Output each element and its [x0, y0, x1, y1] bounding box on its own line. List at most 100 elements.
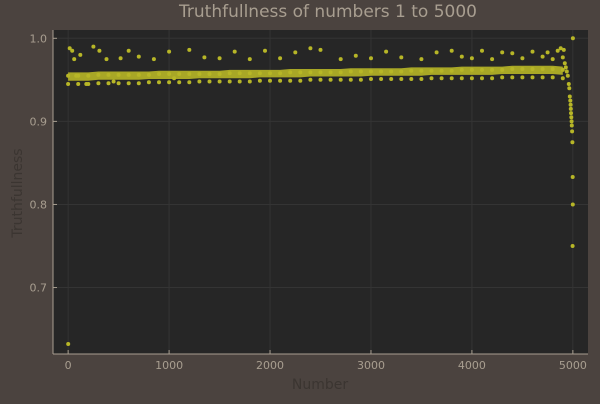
data-point — [172, 76, 177, 81]
data-point — [570, 202, 575, 207]
y-axis-label: Truthfullness — [10, 148, 26, 238]
data-point — [146, 80, 151, 85]
data-point — [104, 57, 109, 62]
data-point — [530, 49, 535, 54]
data-point — [369, 77, 373, 81]
data-point — [263, 48, 267, 53]
data-point — [570, 129, 575, 134]
data-point — [72, 57, 77, 62]
data-point — [217, 56, 222, 61]
data-point — [126, 81, 131, 86]
data-point — [500, 67, 505, 72]
data-point — [480, 67, 484, 72]
data-point — [490, 67, 495, 72]
axes: 0 1000 2000 3000 4000 5000 0.7 0.8 0.9 1.0 — [30, 30, 588, 372]
data-point — [570, 36, 575, 41]
x-tick-label: 1000 — [155, 359, 183, 372]
data-point — [569, 115, 574, 120]
data-point — [449, 76, 454, 81]
data-point — [530, 75, 535, 80]
data-point — [187, 72, 192, 76]
data-point — [540, 67, 545, 71]
data-point — [358, 69, 363, 74]
data-point — [288, 78, 293, 83]
data-point — [86, 73, 91, 78]
data-point — [358, 77, 363, 82]
data-point — [278, 78, 283, 83]
y-tick-label: 1.0 — [30, 32, 48, 45]
data-point — [136, 54, 141, 59]
data-point — [429, 68, 434, 73]
data-point — [136, 72, 141, 77]
data-point — [288, 70, 293, 75]
data-point — [459, 54, 464, 59]
data-point — [439, 68, 444, 73]
data-point — [560, 55, 565, 60]
data-point — [409, 68, 414, 73]
data-point — [237, 71, 242, 76]
data-point — [116, 72, 121, 77]
data-point — [567, 86, 572, 91]
data-point — [106, 72, 111, 77]
data-point — [419, 77, 424, 81]
data-point — [459, 67, 464, 72]
data-point — [399, 55, 404, 60]
data-point — [520, 75, 525, 80]
data-point — [67, 46, 72, 51]
data-point — [568, 98, 573, 103]
data-point — [76, 82, 81, 86]
data-point — [434, 50, 439, 55]
data-point — [389, 77, 394, 81]
data-point — [419, 68, 424, 73]
data-point — [257, 78, 262, 83]
data-point — [126, 48, 131, 53]
data-point — [217, 79, 222, 84]
data-point — [568, 102, 573, 107]
data-point — [278, 56, 283, 61]
data-point — [318, 47, 323, 52]
data-point — [197, 72, 202, 76]
data-point — [540, 54, 545, 59]
data-point — [126, 72, 131, 77]
data-point — [66, 82, 71, 86]
data-point — [469, 67, 474, 72]
data-point — [399, 69, 404, 74]
data-point — [338, 70, 343, 75]
data-point — [151, 57, 156, 62]
data-point — [338, 77, 343, 82]
data-point — [167, 49, 172, 54]
data-point — [389, 69, 394, 74]
data-point — [561, 47, 566, 52]
data-point — [490, 57, 495, 62]
data-point — [379, 69, 384, 74]
data-point — [111, 79, 116, 84]
data-point — [565, 73, 570, 78]
plot-area — [53, 30, 588, 354]
data-point — [459, 76, 464, 81]
data-point — [570, 140, 575, 145]
data-point — [217, 72, 222, 76]
data-point — [106, 81, 111, 86]
chart-title: Truthfullness of numbers 1 to 5000 — [178, 2, 477, 22]
data-point — [96, 81, 101, 86]
data-point — [247, 79, 252, 84]
data-point — [227, 79, 232, 84]
data-point — [348, 77, 353, 82]
data-point — [469, 76, 474, 81]
y-tick-label: 0.8 — [30, 198, 48, 211]
data-point — [550, 67, 555, 71]
data-point — [566, 82, 571, 86]
data-point — [78, 52, 83, 57]
data-point — [318, 70, 323, 75]
data-point — [207, 72, 212, 76]
data-points — [66, 36, 575, 346]
data-point — [520, 67, 525, 71]
data-point — [177, 80, 182, 85]
data-point — [409, 77, 414, 81]
data-point — [399, 77, 404, 81]
data-point — [564, 69, 569, 74]
data-point — [232, 49, 237, 54]
data-point — [569, 119, 574, 124]
y-tick-label: 0.9 — [30, 115, 48, 128]
